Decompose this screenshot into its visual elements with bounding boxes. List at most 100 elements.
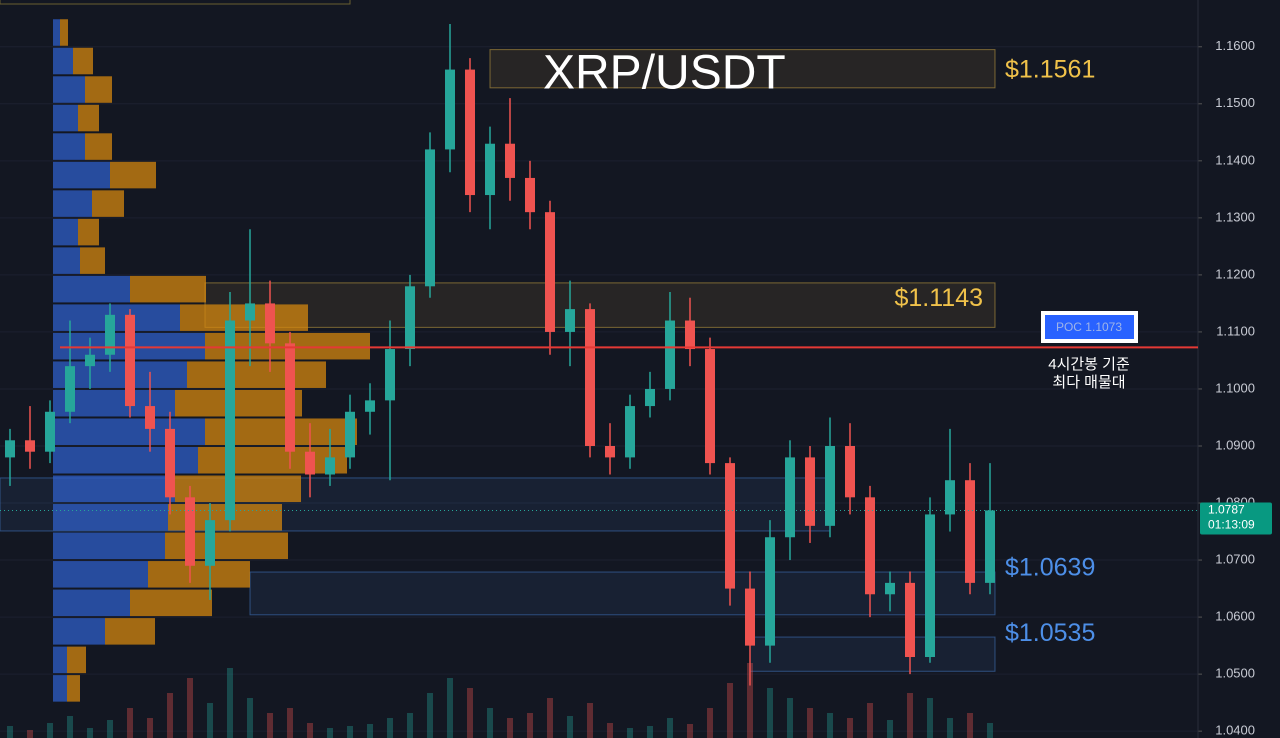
candle-body (445, 69, 455, 150)
top-box (0, 0, 351, 5)
candle-body (205, 520, 215, 566)
countdown: 01:13:09 (1208, 518, 1255, 532)
profile-sell (175, 475, 301, 503)
candle-body (25, 440, 35, 452)
candle-body (545, 212, 555, 332)
profile-buy (53, 618, 105, 645)
volume-bar (327, 728, 333, 738)
volume-bar (627, 728, 633, 738)
profile-buy (53, 475, 175, 503)
volume-bar (747, 663, 753, 738)
volume-bar (947, 718, 953, 738)
profile-sell (187, 361, 326, 388)
profile-sell (67, 675, 80, 702)
candle-body (945, 480, 955, 515)
candle-body (245, 303, 255, 321)
volume-bar (287, 708, 293, 738)
volume-bar (207, 703, 213, 738)
y-tick-label: 1.0600 (1215, 609, 1255, 624)
volume-bar (907, 693, 913, 738)
y-tick-label: 1.0500 (1215, 666, 1255, 681)
candle-body (5, 440, 15, 458)
profile-buy (53, 675, 67, 702)
candle-body (925, 514, 935, 658)
candle-body (165, 428, 175, 498)
volume-bar (187, 678, 193, 738)
y-tick-label: 1.1600 (1215, 38, 1255, 53)
candle-body (285, 343, 295, 452)
candle-body (745, 588, 755, 646)
profile-sell (198, 446, 347, 474)
candle-body (785, 457, 795, 538)
y-tick-label: 1.1300 (1215, 209, 1255, 224)
volume-bar (767, 688, 773, 738)
zone-label: $1.0639 (1005, 553, 1095, 581)
candle-body (485, 143, 495, 196)
y-tick-label: 1.1500 (1215, 95, 1255, 110)
zone-label: $1.1561 (1005, 56, 1095, 84)
volume-bar (427, 693, 433, 738)
price-zone (489, 49, 996, 89)
profile-buy (53, 361, 187, 388)
y-tick-label: 1.0700 (1215, 551, 1255, 566)
profile-sell (67, 646, 86, 674)
candle-body (565, 309, 575, 332)
volume-bar (387, 718, 393, 738)
profile-buy (53, 76, 85, 103)
volume-bar (367, 724, 373, 738)
candle-body (425, 149, 435, 287)
zone-label: $1.0535 (1005, 619, 1095, 647)
chart-title: XRP/USDT (543, 47, 786, 100)
y-tick-label: 1.1400 (1215, 152, 1255, 167)
profile-buy (53, 646, 67, 674)
profile-sell (85, 76, 112, 103)
profile-sell (130, 589, 212, 617)
candle-body (805, 457, 815, 526)
profile-sell (85, 133, 112, 160)
profile-sell (110, 161, 156, 189)
y-tick-label: 1.0400 (1215, 723, 1255, 738)
profile-buy (53, 19, 60, 46)
candle-body (665, 320, 675, 389)
candle-body (705, 349, 715, 464)
last-price-box (1200, 502, 1272, 535)
profile-buy (53, 161, 110, 189)
zone-label: $1.1143 (894, 284, 983, 312)
profile-sell (73, 47, 93, 75)
y-tick-label: 1.1200 (1215, 266, 1255, 281)
candle-body (365, 400, 375, 412)
candle-body (105, 314, 115, 355)
profile-sell (105, 618, 155, 645)
profile-sell (92, 190, 124, 217)
volume-bar (487, 708, 493, 738)
price-zone (249, 571, 996, 616)
profile-buy (53, 589, 130, 617)
candle-body (385, 349, 395, 401)
volume-bar (227, 668, 233, 738)
profile-sell (60, 19, 68, 46)
volume-bar (107, 720, 113, 738)
volume-bar (807, 708, 813, 738)
profile-buy (53, 561, 148, 588)
poc-note: 최다 매물대 (1052, 374, 1125, 391)
profile-sell (130, 275, 206, 303)
profile-sell (148, 561, 250, 588)
volume-bar (567, 716, 573, 738)
volume-bar (827, 713, 833, 738)
profile-sell (175, 389, 302, 417)
volume-bar (407, 713, 413, 738)
profile-buy (53, 190, 92, 217)
volume-bar (727, 683, 733, 738)
volume-bar (707, 708, 713, 738)
poc-note: 4시간봉 기준 (1048, 356, 1130, 373)
candle-body (125, 314, 135, 407)
volume-bar (447, 678, 453, 738)
candle-body (185, 497, 195, 566)
candle-body (865, 497, 875, 595)
volume-bar (127, 708, 133, 738)
profile-buy (53, 304, 180, 331)
profile-sell (80, 247, 105, 274)
candle-body (505, 143, 515, 178)
volume-bar (647, 726, 653, 738)
